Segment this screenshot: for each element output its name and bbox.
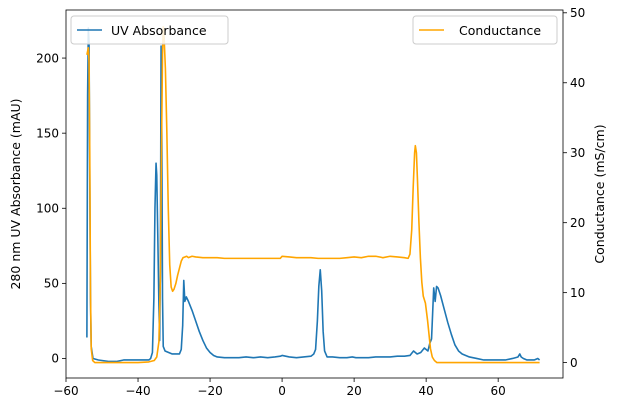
y-right-tick-label: 20 — [570, 216, 585, 230]
legend-left: UV Absorbance — [70, 15, 229, 45]
y-right-tick-label: 0 — [570, 356, 578, 370]
x-tick-label: 20 — [346, 384, 361, 398]
x-tick-label: −60 — [53, 384, 78, 398]
series-line-conductance — [86, 25, 540, 364]
y-left-tick-label: 50 — [44, 277, 59, 291]
series-line-uv-absorbance — [86, 27, 541, 363]
y-axis-left-label: 280 nm UV Absorbance (mAU) — [8, 98, 23, 289]
y-left-tick-label: 150 — [36, 126, 59, 140]
y-axis-left: 0 50 100 150 200 — [36, 51, 66, 366]
y-right-tick-label: 30 — [570, 146, 585, 160]
x-tick-label: 40 — [419, 384, 434, 398]
legend-right-box — [412, 15, 558, 45]
y-left-tick-label: 200 — [36, 51, 59, 65]
x-tick-label: 0 — [278, 384, 286, 398]
legend-left-box — [70, 15, 229, 45]
legend-uv-label: UV Absorbance — [111, 23, 207, 38]
y-right-tick-label: 40 — [570, 76, 585, 90]
y-right-tick-label: 50 — [570, 6, 585, 20]
x-axis: −60 −40 −20 0 20 40 60 — [53, 378, 506, 398]
y-right-tick-label: 10 — [570, 286, 585, 300]
legend-right: Conductance — [412, 15, 558, 45]
legend-conductance-label: Conductance — [459, 23, 541, 38]
plot-lines — [86, 25, 541, 364]
plot-frame — [65, 9, 564, 379]
x-tick-label: −40 — [125, 384, 150, 398]
y-axis-right-label: Conductance (mS/cm) — [592, 124, 607, 263]
y-left-tick-label: 0 — [51, 352, 59, 366]
y-left-tick-label: 100 — [36, 201, 59, 215]
y-axis-right: 0 10 20 30 40 50 — [563, 6, 585, 370]
x-tick-label: 60 — [491, 384, 506, 398]
x-tick-label: −20 — [197, 384, 222, 398]
